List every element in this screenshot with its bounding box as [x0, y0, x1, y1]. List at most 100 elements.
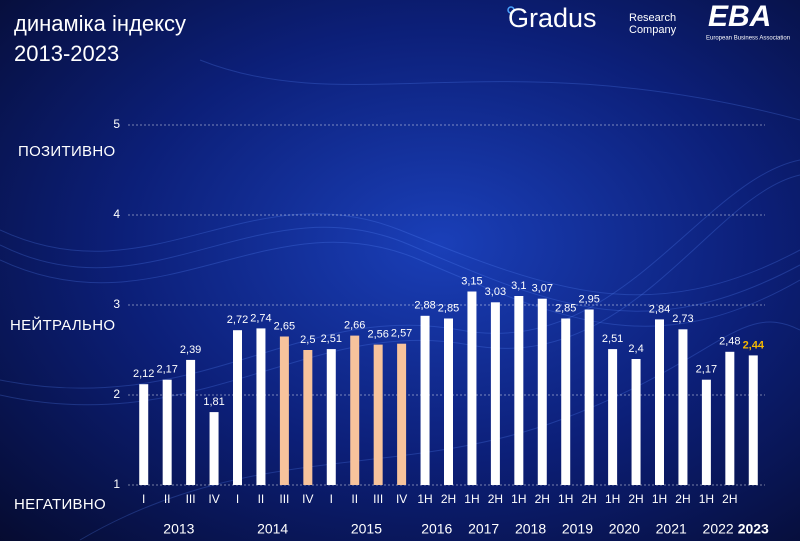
value-label: 2,66 — [344, 320, 365, 332]
y-tick-label: 1 — [113, 477, 120, 491]
value-label: 2,72 — [227, 314, 248, 326]
bar — [701, 379, 711, 485]
x-tick-label: 1H — [605, 492, 620, 506]
brand-logo: Gradus — [508, 3, 597, 33]
bar — [420, 315, 430, 485]
value-label: 1,81 — [203, 396, 224, 408]
value-label: 2,5 — [300, 334, 315, 346]
bar — [162, 379, 172, 485]
value-label: 2,73 — [672, 313, 693, 325]
value-label: 2,65 — [274, 320, 295, 332]
value-label: 2,84 — [649, 303, 670, 315]
bar — [444, 318, 453, 485]
year-label: 2019 — [562, 521, 593, 537]
x-tick-label: II — [258, 492, 265, 506]
value-label: 2,74 — [250, 312, 271, 324]
x-tick-label: III — [279, 492, 289, 506]
value-label: 2,39 — [180, 344, 201, 356]
bar — [256, 328, 266, 485]
x-tick-label: I — [236, 492, 239, 506]
year-label: 2014 — [257, 521, 288, 537]
value-label: 2,17 — [696, 364, 717, 376]
y-tick-label: 2 — [113, 387, 120, 401]
brand-sub: Company — [629, 24, 677, 36]
x-tick-label: III — [373, 492, 383, 506]
value-label: 2,88 — [414, 300, 435, 312]
bar — [139, 384, 149, 485]
bar — [303, 350, 313, 485]
bar — [725, 351, 735, 485]
bar — [350, 335, 360, 485]
title-line: 2013-2023 — [14, 41, 119, 66]
y-tick-label: 5 — [113, 117, 120, 131]
value-label: 2,85 — [438, 302, 459, 314]
waves — [0, 59, 800, 541]
value-label: 2,12 — [133, 368, 154, 380]
bar — [631, 359, 641, 485]
year-label: 2018 — [515, 521, 546, 537]
bar — [608, 349, 618, 485]
x-tick-label: II — [164, 492, 171, 506]
x-tick-label: 1H — [652, 492, 667, 506]
year-label: 2020 — [609, 521, 640, 537]
bar — [186, 359, 196, 485]
value-label: 2,4 — [628, 343, 643, 355]
annotation: ПОЗИТИВНО — [18, 143, 115, 160]
value-label: 2,57 — [391, 328, 412, 340]
bar — [490, 302, 500, 485]
x-tick-label: 1H — [464, 492, 479, 506]
bar — [397, 343, 407, 485]
x-tick-label: 2H — [581, 492, 596, 506]
value-label: 3,1 — [511, 280, 526, 292]
x-tick-label: IV — [302, 492, 313, 506]
partner-logo: EBA — [708, 0, 771, 33]
x-tick-label: 1H — [417, 492, 432, 506]
value-label: 2,17 — [156, 364, 177, 376]
value-label: 3,03 — [485, 286, 506, 298]
x-tick-label: 1H — [511, 492, 526, 506]
x-tick-label: II — [351, 492, 358, 506]
title-line: динаміка індексу — [14, 11, 186, 36]
bar — [373, 344, 383, 485]
value-label: 2,44 — [743, 339, 765, 351]
bar — [537, 298, 547, 485]
x-tick-label: 1H — [558, 492, 573, 506]
year-label: 2016 — [421, 521, 452, 537]
logo-dot — [507, 6, 515, 14]
bar — [514, 296, 524, 485]
x-tick-label: 2H — [722, 492, 737, 506]
value-label: 3,15 — [461, 275, 482, 287]
year-label: 2022 — [703, 521, 734, 537]
annotation: НЕГАТИВНО — [14, 496, 106, 513]
value-label: 2,85 — [555, 302, 576, 314]
brand-sub: Research — [629, 12, 676, 24]
x-tick-label: I — [330, 492, 333, 506]
bar — [467, 291, 477, 485]
x-tick-label: I — [142, 492, 145, 506]
year-label: 2023 — [738, 521, 769, 537]
x-tick-label: 2H — [535, 492, 550, 506]
bar — [233, 330, 242, 485]
x-tick-label: III — [186, 492, 196, 506]
y-tick-label: 3 — [113, 297, 120, 311]
bar — [584, 309, 594, 485]
year-label: 2015 — [351, 521, 382, 537]
bar — [561, 318, 571, 485]
x-tick-label: 1H — [699, 492, 714, 506]
value-label: 3,07 — [532, 283, 553, 295]
annotation: НЕЙТРАЛЬНО — [10, 316, 115, 334]
bar — [678, 329, 688, 485]
year-label: 2017 — [468, 521, 499, 537]
bar — [279, 336, 289, 485]
x-tick-label: IV — [396, 492, 407, 506]
value-label: 2,95 — [578, 293, 599, 305]
value-label: 2,51 — [602, 333, 623, 345]
bar — [209, 412, 219, 485]
year-label: 2021 — [656, 521, 687, 537]
bar — [326, 349, 336, 485]
value-label: 2,51 — [321, 333, 342, 345]
x-tick-label: 2H — [675, 492, 690, 506]
partner-sub: European Business Association — [706, 36, 790, 42]
year-label: 2013 — [163, 521, 194, 537]
